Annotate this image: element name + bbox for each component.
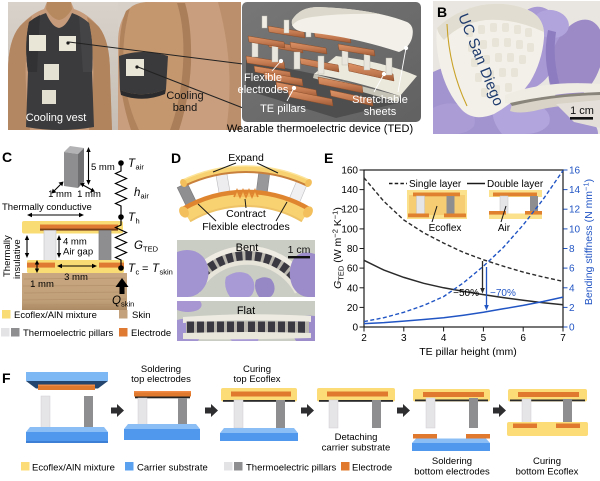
svg-text:bottom Ecoflex: bottom Ecoflex xyxy=(516,467,579,477)
svg-text:−70%: −70% xyxy=(490,288,516,299)
svg-text:TE pillar height (mm): TE pillar height (mm) xyxy=(419,346,516,358)
svg-text:10: 10 xyxy=(569,224,581,235)
svg-text:140: 140 xyxy=(341,185,358,196)
svg-text:Stretchable: Stretchable xyxy=(352,94,408,106)
svg-text:Carrier substrate: Carrier substrate xyxy=(137,463,208,474)
svg-text:Cooling vest: Cooling vest xyxy=(26,112,87,124)
svg-text:40: 40 xyxy=(347,283,359,294)
svg-text:1 mm: 1 mm xyxy=(30,279,54,290)
svg-text:3 mm: 3 mm xyxy=(64,272,88,283)
svg-text:160: 160 xyxy=(341,166,358,177)
svg-text:Detaching: Detaching xyxy=(335,432,378,443)
svg-text:6: 6 xyxy=(520,333,526,344)
svg-text:Thermally conductive: Thermally conductive xyxy=(2,202,92,213)
svg-text:sheets: sheets xyxy=(364,106,397,118)
svg-text:1 cm: 1 cm xyxy=(288,244,311,256)
svg-text:3: 3 xyxy=(401,333,407,344)
svg-text:Curing: Curing xyxy=(533,456,561,467)
svg-text:T: T xyxy=(128,263,136,275)
svg-text:8: 8 xyxy=(569,244,575,255)
svg-text:carrier substrate: carrier substrate xyxy=(322,443,391,454)
svg-text:Thermoelectric pillars: Thermoelectric pillars xyxy=(246,463,337,474)
svg-text:Ecoflex/AlN mixture: Ecoflex/AlN mixture xyxy=(32,463,115,474)
svg-text:skin: skin xyxy=(121,300,134,309)
svg-text:TED: TED xyxy=(143,245,159,254)
svg-text:Skin: Skin xyxy=(132,310,150,321)
svg-text:2: 2 xyxy=(361,333,367,344)
svg-text:5 mm: 5 mm xyxy=(91,162,115,173)
svg-text:4: 4 xyxy=(441,333,447,344)
svg-text:T: T xyxy=(152,263,160,275)
svg-text:Air: Air xyxy=(498,223,511,234)
svg-text:Expand: Expand xyxy=(228,152,264,164)
svg-text:Flat: Flat xyxy=(237,305,255,317)
svg-text:6: 6 xyxy=(569,264,575,275)
svg-text:Thermally: Thermally xyxy=(2,235,13,277)
svg-text:Electrode: Electrode xyxy=(131,328,171,339)
svg-text:Q: Q xyxy=(112,295,121,307)
svg-text:B: B xyxy=(437,4,447,20)
svg-text:h: h xyxy=(134,187,140,199)
svg-text:14: 14 xyxy=(569,185,581,196)
svg-text:insulative: insulative xyxy=(12,239,23,279)
svg-text:Ecoflex: Ecoflex xyxy=(429,223,462,234)
svg-text:0: 0 xyxy=(352,323,358,334)
svg-text:0: 0 xyxy=(569,323,575,334)
svg-text:Soldering: Soldering xyxy=(141,364,181,375)
svg-text:T: T xyxy=(128,212,136,224)
svg-text:electrodes: electrodes xyxy=(238,84,289,96)
svg-text:C: C xyxy=(2,149,12,165)
svg-text:bottom electrodes: bottom electrodes xyxy=(414,467,490,477)
svg-text:120: 120 xyxy=(341,205,358,216)
svg-text:Flexible electrodes: Flexible electrodes xyxy=(202,221,290,233)
svg-text:=: = xyxy=(142,263,148,275)
svg-text:2: 2 xyxy=(569,303,575,314)
svg-text:F: F xyxy=(2,370,11,386)
svg-text:Flexible: Flexible xyxy=(244,72,282,84)
svg-text:Wearable thermoelectric device: Wearable thermoelectric device (TED) xyxy=(227,123,413,135)
svg-text:1 cm: 1 cm xyxy=(570,105,594,117)
svg-text:Bent: Bent xyxy=(236,242,259,254)
svg-text:GTED (W m−2 K−1): GTED (W m−2 K−1) xyxy=(331,207,346,289)
svg-text:top electrodes: top electrodes xyxy=(131,374,191,385)
svg-text:Electrode: Electrode xyxy=(352,463,392,474)
svg-text:−50%: −50% xyxy=(453,288,479,299)
svg-text:band: band xyxy=(173,102,197,114)
svg-text:80: 80 xyxy=(347,244,359,255)
svg-text:20: 20 xyxy=(347,303,359,314)
svg-text:Contract: Contract xyxy=(226,208,266,220)
svg-text:4 mm: 4 mm xyxy=(63,237,87,248)
svg-text:D: D xyxy=(171,150,181,166)
svg-text:Air gap: Air gap xyxy=(63,247,93,258)
svg-text:Curing: Curing xyxy=(243,364,271,375)
svg-text:60: 60 xyxy=(347,264,359,275)
svg-text:1 mm: 1 mm xyxy=(77,189,101,200)
svg-text:air: air xyxy=(141,192,150,201)
svg-text:TE pillars: TE pillars xyxy=(260,103,306,115)
svg-text:Thermoelectric pillars: Thermoelectric pillars xyxy=(23,328,114,339)
svg-text:5: 5 xyxy=(481,333,487,344)
svg-text:Ecoflex/AlN mixture: Ecoflex/AlN mixture xyxy=(14,310,97,321)
svg-text:c: c xyxy=(136,268,140,277)
svg-text:skin: skin xyxy=(160,268,173,277)
svg-text:T: T xyxy=(128,158,136,170)
svg-text:Cooling: Cooling xyxy=(166,90,203,102)
svg-text:h: h xyxy=(136,217,140,226)
svg-text:16: 16 xyxy=(569,166,581,177)
svg-text:top Ecoflex: top Ecoflex xyxy=(234,374,281,385)
svg-text:1 mm: 1 mm xyxy=(48,189,72,200)
svg-text:Bending stiffness (N mm−1): Bending stiffness (N mm−1) xyxy=(582,179,596,305)
svg-text:100: 100 xyxy=(341,224,358,235)
svg-text:4: 4 xyxy=(569,283,575,294)
svg-text:Soldering: Soldering xyxy=(432,456,472,467)
svg-text:Double layer: Double layer xyxy=(487,179,544,190)
svg-text:air: air xyxy=(136,163,145,172)
svg-text:12: 12 xyxy=(569,205,581,216)
svg-text:E: E xyxy=(324,150,333,166)
svg-text:Single layer: Single layer xyxy=(409,179,462,190)
svg-text:7: 7 xyxy=(560,333,566,344)
svg-text:G: G xyxy=(134,240,143,252)
